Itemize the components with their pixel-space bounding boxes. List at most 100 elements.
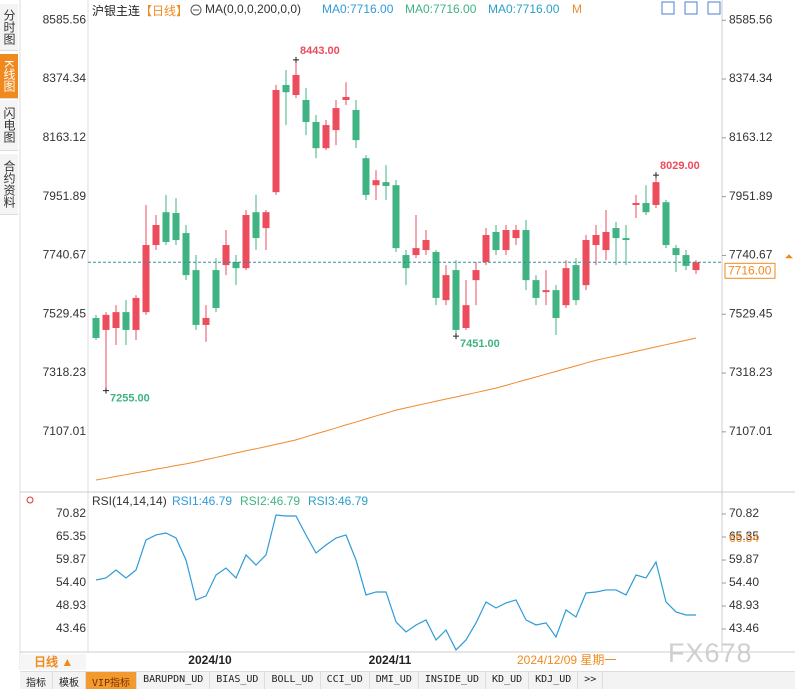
period-button-label[interactable]: 日线 ▲ [34,654,73,669]
pane-title: RSI(14,14,14) [92,494,167,508]
candle-body [362,158,370,195]
y-tick-label: 7318.23 [43,365,87,379]
indicator-tab[interactable]: INSIDE_UD [419,672,487,689]
candle-body [642,203,650,213]
y-tick-label: 7318.23 [729,365,773,379]
candle-body [532,280,540,298]
cursor-date: 2024/12/09 星期一 [517,653,616,667]
y-tick-label: 48.93 [729,598,759,612]
indicator-tab[interactable]: BOLL_UD [265,672,321,689]
side-tab[interactable]: 闪电图 [0,100,18,151]
candle-body [442,275,450,301]
candle-body [552,290,560,318]
candle-body [222,245,230,266]
candle-body [402,255,410,269]
y-tick-label: 65.35 [729,529,759,543]
last-price-arrow [785,254,793,259]
rsi-marker: 66.54 [729,531,759,545]
y-tick-label: 43.46 [56,621,86,635]
candle-body [272,89,280,193]
candle-body [502,230,510,251]
candle-body [682,255,690,266]
candle-body [292,74,300,96]
candle-body [592,235,600,246]
y-tick-label: 43.46 [729,621,759,635]
ma-setting: MA(0,0,0,200,0,0) [205,2,302,16]
y-tick-label: 8374.34 [729,71,773,85]
candle-body [232,262,240,269]
extreme-marker [653,172,659,179]
candle-body [92,317,100,339]
y-tick-label: 8374.34 [43,71,87,85]
indicator-tabs: 指标 模板 VIP指标 BARUPDN_UD BIAS_UD BOLL_UD CCI_UD D… [20,671,795,689]
icon[interactable] [707,1,721,15]
y-tick-label: 7529.45 [43,306,87,320]
candle-body [472,270,480,281]
legend-entry: RSI3:46.79 [308,494,368,508]
period-button[interactable] [20,654,86,670]
candle-body [562,268,570,306]
ma-value: M [572,2,582,16]
candle-body [692,262,700,271]
period: 【日线】 [140,4,189,18]
extreme-label: 8443.00 [300,45,340,57]
candle-body [452,270,460,330]
y-tick-label: 7529.45 [729,306,773,320]
candle-body [142,245,150,313]
y-tick-label: 70.82 [729,506,759,520]
icon[interactable] [26,496,34,504]
candle-body [152,224,160,246]
y-tick-label: 8163.12 [729,130,773,144]
y-tick-label: 7107.01 [729,424,773,438]
indicator-tab[interactable]: DMI_UD [370,672,419,689]
side-tab[interactable]: K线图 [0,54,18,99]
candle-body [482,235,490,263]
y-tick-label: 59.87 [729,552,759,566]
candle-body [332,108,340,131]
indicator-tab[interactable]: 指标 [20,672,53,689]
candle-body [132,297,140,330]
indicator-tab[interactable]: KDJ_UD [529,672,579,689]
y-tick-label: 7740.67 [43,248,87,262]
candle-body [262,212,270,229]
candle-body [622,238,630,241]
candle-body [212,270,220,308]
y-tick-label: 7740.67 [729,248,773,262]
y-tick-label: 59.87 [56,552,86,566]
candle-body [372,180,380,186]
indicator-tab[interactable]: >> [578,672,604,689]
candle-body [302,100,310,123]
indicator-tab[interactable]: 模板 [53,672,86,689]
y-tick-label: 48.93 [56,598,86,612]
candle-body [662,202,670,246]
extreme-marker [453,333,459,340]
icon[interactable] [661,1,675,15]
candle-body [312,122,320,149]
candle-body [102,314,110,330]
side-tab[interactable]: 分时图 [0,4,18,51]
candle-body [412,248,420,256]
y-tick-label: 54.40 [729,575,759,589]
icon[interactable] [190,4,202,16]
x-tick-label: 2024/11 [369,653,412,667]
icon[interactable] [684,1,698,15]
extreme-label: 7451.00 [460,338,500,350]
candle-body [612,228,620,239]
candle-body [252,212,260,239]
indicator-tab[interactable]: VIP指标 [86,672,138,689]
candle-body [542,290,550,293]
indicator-tab[interactable]: BIAS_UD [210,672,266,689]
x-tick-label: 2024/10 [188,653,232,667]
watermark: FX678 [668,638,753,668]
indicator-tab[interactable]: KD_UD [486,672,530,689]
indicator-tab[interactable]: CCI_UD [321,672,370,689]
indicator-tab[interactable]: BARUPDN_UD [137,672,211,689]
y-tick-label: 54.40 [56,575,86,589]
candle-body [602,231,610,251]
side-tab[interactable]: 合约资料 [0,154,18,215]
candle-body [492,231,500,251]
ma-value: MA0:7716.00 [405,2,477,16]
candle-body [572,265,580,301]
candle-body [462,305,470,328]
